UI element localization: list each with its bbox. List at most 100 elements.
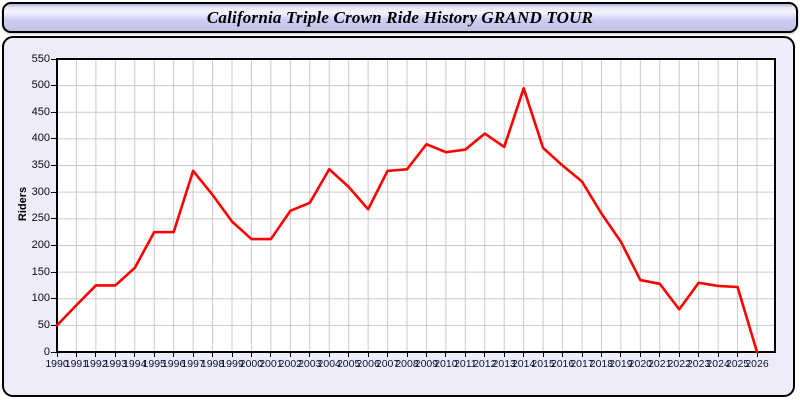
x-tick bbox=[562, 353, 564, 357]
x-tick-label: 2020 bbox=[628, 358, 652, 370]
y-tick bbox=[51, 298, 56, 300]
y-tick-label: 450 bbox=[31, 105, 50, 118]
x-tick bbox=[75, 353, 77, 357]
x-tick-label: 2022 bbox=[667, 358, 691, 370]
x-tick bbox=[581, 353, 583, 357]
x-tick bbox=[328, 353, 330, 357]
x-tick-label: 2014 bbox=[511, 358, 536, 370]
y-tick bbox=[51, 111, 56, 113]
y-tick-label: 150 bbox=[31, 265, 50, 278]
x-tick bbox=[523, 353, 525, 357]
x-tick bbox=[620, 353, 622, 357]
x-tick-label: 2005 bbox=[336, 358, 361, 370]
riders-line-series bbox=[56, 86, 759, 353]
x-tick-label: 1995 bbox=[142, 358, 166, 370]
y-tick bbox=[51, 85, 56, 87]
x-tick bbox=[464, 353, 466, 357]
x-tick-label: 2003 bbox=[298, 358, 322, 370]
y-tick bbox=[51, 218, 56, 220]
x-tick-label: 2008 bbox=[395, 358, 419, 370]
x-tick-label: 1998 bbox=[200, 358, 225, 370]
x-tick-label: 2025 bbox=[725, 358, 750, 370]
y-tick bbox=[51, 324, 56, 326]
x-tick-label: 2019 bbox=[609, 358, 633, 370]
y-tick-label: 550 bbox=[31, 52, 50, 65]
x-tick-label: 2026 bbox=[745, 358, 769, 370]
x-tick bbox=[445, 353, 447, 357]
x-tick-label: 1994 bbox=[123, 358, 147, 370]
y-tick-label: 50 bbox=[37, 318, 50, 331]
x-tick-label: 2024 bbox=[706, 358, 730, 370]
plot-frame bbox=[56, 58, 776, 353]
line-chart bbox=[56, 58, 776, 353]
page-title: California Triple Crown Ride History GRA… bbox=[206, 7, 594, 27]
x-tick bbox=[173, 353, 175, 357]
x-tick-label: 2021 bbox=[648, 358, 672, 370]
x-tick bbox=[639, 353, 641, 357]
x-tick bbox=[56, 353, 58, 357]
x-tick-label: 2002 bbox=[278, 358, 302, 370]
x-tick bbox=[503, 353, 505, 357]
x-tick-label: 2017 bbox=[570, 358, 594, 370]
x-tick bbox=[270, 353, 272, 357]
x-tick-label: 2023 bbox=[686, 358, 711, 370]
x-tick bbox=[678, 353, 680, 357]
y-tick bbox=[51, 58, 56, 60]
x-tick-label: 2018 bbox=[589, 358, 614, 370]
x-tick-label: 1992 bbox=[84, 358, 108, 370]
x-tick-label: 2011 bbox=[454, 358, 477, 370]
x-tick-label: 1997 bbox=[181, 358, 205, 370]
x-tick bbox=[153, 353, 155, 357]
x-tick bbox=[95, 353, 97, 357]
x-tick-label: 2001 bbox=[259, 358, 283, 370]
x-tick bbox=[542, 353, 544, 357]
chart-title-bar: California Triple Crown Ride History GRA… bbox=[2, 2, 798, 33]
x-tick-label: 1991 bbox=[64, 358, 89, 370]
x-tick-label: 2016 bbox=[550, 358, 575, 370]
y-tick bbox=[51, 351, 56, 353]
x-tick-label: 1999 bbox=[220, 358, 244, 370]
chart-panel: Riders 0 50 100 150 200 250 300 350 400 450 500 550… bbox=[2, 36, 795, 397]
y-tick-label: 250 bbox=[31, 212, 50, 225]
x-tick bbox=[134, 353, 136, 357]
y-tick-label: 350 bbox=[31, 159, 50, 172]
y-tick bbox=[51, 138, 56, 140]
x-tick bbox=[192, 353, 194, 357]
x-tick bbox=[600, 353, 602, 357]
y-tick-label: 0 bbox=[43, 345, 50, 358]
y-tick-label: 400 bbox=[31, 132, 50, 145]
plot-area bbox=[57, 59, 775, 352]
y-tick bbox=[51, 271, 56, 273]
x-tick bbox=[737, 353, 739, 357]
x-tick bbox=[717, 353, 719, 357]
x-tick-label: 2013 bbox=[492, 358, 516, 370]
x-tick bbox=[367, 353, 369, 357]
y-tick bbox=[51, 165, 56, 167]
y-tick-label: 100 bbox=[31, 292, 50, 305]
y-tick bbox=[51, 191, 56, 193]
x-tick bbox=[387, 353, 389, 357]
x-tick-label: 2006 bbox=[356, 358, 380, 370]
y-tick-label: 200 bbox=[31, 238, 50, 251]
x-tick bbox=[231, 353, 233, 357]
x-tick bbox=[484, 353, 486, 357]
x-tick-label: 2009 bbox=[414, 358, 439, 370]
x-tick bbox=[114, 353, 116, 357]
x-tick bbox=[289, 353, 291, 357]
x-tick-label: 2015 bbox=[531, 358, 555, 370]
y-tick bbox=[51, 244, 56, 246]
x-tick-label: 1990 bbox=[45, 358, 69, 370]
x-tick bbox=[425, 353, 427, 357]
x-tick bbox=[756, 353, 758, 357]
x-tick bbox=[309, 353, 311, 357]
x-tick-label: 2010 bbox=[434, 358, 458, 370]
x-tick bbox=[348, 353, 350, 357]
x-tick-label: 1996 bbox=[161, 358, 186, 370]
y-tick-label: 500 bbox=[31, 79, 50, 92]
x-tick bbox=[406, 353, 408, 357]
x-tick bbox=[659, 353, 661, 357]
x-tick bbox=[250, 353, 252, 357]
y-tick-label: 300 bbox=[31, 185, 50, 198]
x-tick-label: 2007 bbox=[375, 358, 400, 370]
x-tick-label: 2012 bbox=[473, 358, 497, 370]
